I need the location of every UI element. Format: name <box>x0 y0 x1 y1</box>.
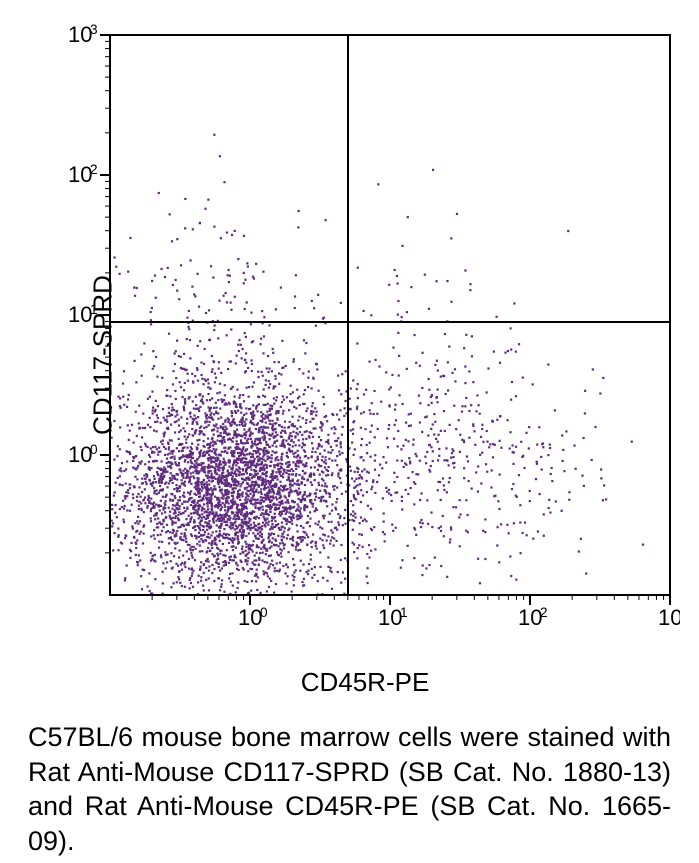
svg-text:0: 0 <box>260 605 268 620</box>
svg-text:10: 10 <box>68 22 92 47</box>
svg-text:0: 0 <box>90 442 98 457</box>
svg-text:10: 10 <box>238 605 262 630</box>
y-axis-label: CD117-SPRD <box>87 275 118 435</box>
scatter-plot-container: CD117-SPRD 100101102103100101102103 CD45… <box>45 20 685 690</box>
svg-text:10: 10 <box>68 442 92 467</box>
svg-text:10: 10 <box>378 605 402 630</box>
svg-text:10: 10 <box>68 162 92 187</box>
svg-text:10: 10 <box>518 605 542 630</box>
scatter-plot: 100101102103100101102103 <box>45 20 680 655</box>
svg-text:3: 3 <box>90 22 98 37</box>
figure-caption: C57BL/6 mouse bone marrow cells were sta… <box>28 720 671 858</box>
svg-text:10: 10 <box>658 605 680 630</box>
svg-text:2: 2 <box>90 162 98 177</box>
svg-text:1: 1 <box>400 605 408 620</box>
x-axis-label: CD45R-PE <box>301 667 430 698</box>
svg-text:2: 2 <box>540 605 548 620</box>
